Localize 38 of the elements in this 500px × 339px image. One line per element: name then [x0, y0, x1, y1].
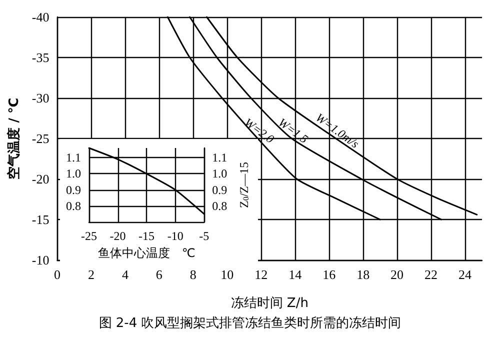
y-tick-label: 0.8: [66, 198, 81, 213]
x-tick-label: 22: [424, 267, 438, 282]
y2-tick-label: 0.9: [212, 182, 228, 197]
x-tick-label: -15: [138, 229, 155, 243]
y-tick-label: -20: [32, 172, 50, 186]
y2-tick-label: 0.8: [212, 198, 228, 213]
y-tick-label: -40: [32, 10, 50, 24]
y2-axis-title: Z0/Z—15: [237, 162, 251, 208]
x-tick-label: -25: [81, 229, 97, 243]
x-tick-label: 4: [122, 267, 129, 282]
y-tick-label: -35: [32, 50, 50, 65]
x-axis-title: 冻结时间 Z/h: [230, 296, 308, 311]
x-tick-label: 0: [54, 267, 60, 282]
x-tick-label: -5: [199, 229, 210, 243]
x-tick-label: -20: [110, 229, 126, 243]
x-tick-label: 2: [88, 267, 94, 282]
x-tick-label: 8: [190, 267, 196, 282]
text: 图 2-4 吹风型搁架式排管冻结鱼类时所需的冻结时间: [98, 316, 402, 331]
x-tick-label: 16: [322, 267, 336, 282]
y-tick-label: -10: [32, 252, 50, 268]
y-tick-label: 1.1: [66, 150, 81, 165]
x-axis-title: 鱼体中心温度 ℃: [98, 246, 196, 260]
x-tick-label: 6: [156, 267, 163, 282]
y-tick-label: 0.9: [66, 182, 81, 197]
x-tick-label: 18: [356, 267, 370, 282]
x-tick-label: 24: [458, 267, 472, 282]
y-tick-label: -15: [32, 212, 50, 227]
x-tick-label: 20: [390, 267, 404, 282]
x-tick-label: 14: [288, 267, 302, 282]
x-tick-label: 10: [220, 267, 234, 282]
y2-tick-label: 1.1: [212, 150, 228, 165]
y-tick-label: 1.0: [66, 166, 81, 181]
x-tick-label: 12: [254, 267, 268, 282]
y-tick-label: -30: [32, 90, 50, 106]
y-tick-label: -25: [32, 131, 50, 146]
y2-tick-label: 1.0: [212, 166, 228, 181]
y-axis-title: 空气温度 / ℃: [6, 98, 22, 180]
x-tick-label: -10: [167, 229, 184, 243]
